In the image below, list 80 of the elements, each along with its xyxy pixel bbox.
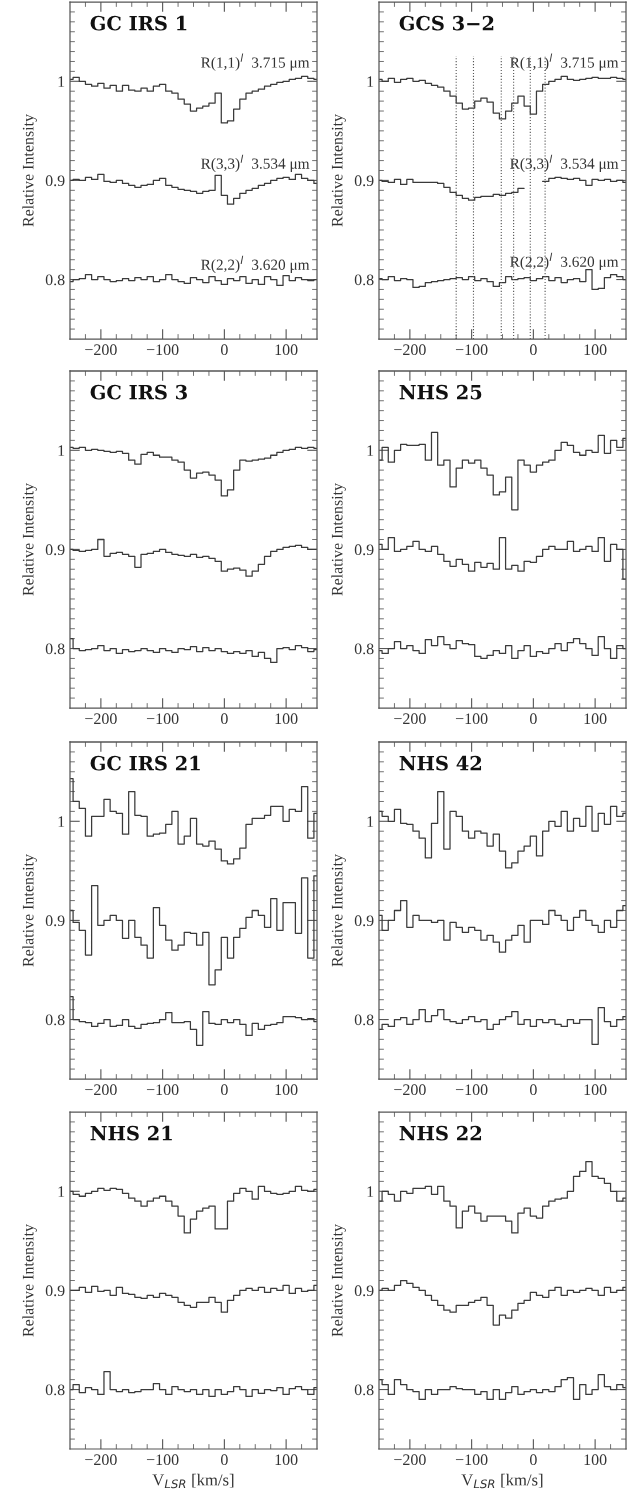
y-tick-label: 1 [367, 76, 374, 87]
series-label: R(1,1)$^{l}$ 3.715 μm [510, 53, 619, 71]
text: NHS 25 [399, 384, 482, 400]
y-tick-label: 0.8 [354, 643, 374, 655]
x-tick-label: 100 [275, 1454, 298, 1466]
y-axis-title: Relative Intensity [22, 1224, 37, 1337]
x-tick-label: 0 [220, 1454, 228, 1466]
y-tick-label: 0.8 [354, 1014, 374, 1026]
x-tick-label: −100 [455, 1084, 488, 1096]
y-axis-title: Relative Intensity [331, 114, 346, 227]
x-tick-label: 100 [584, 1084, 607, 1096]
text: GC IRS 3 [90, 384, 187, 400]
x-tick-label: 100 [275, 713, 298, 725]
text: NHS 21 [90, 1125, 172, 1141]
x-tick-label: −200 [394, 1084, 426, 1096]
x-tick-label: −200 [85, 1454, 117, 1466]
x-axis-title: V$_{LSR}$ [km/s] [461, 1473, 543, 1489]
x-tick-label: −100 [146, 344, 179, 356]
y-tick-label: 1 [58, 445, 65, 456]
series-label: R(2,2)$^{l}$ 3.620 μm [510, 252, 619, 271]
y-axis-title: Relative Intensity [331, 854, 346, 967]
x-tick-label: 0 [220, 1084, 228, 1096]
y-tick-label: 0.9 [354, 175, 374, 187]
x-tick-label: 100 [275, 344, 298, 356]
x-tick-label: −100 [455, 344, 488, 356]
y-axis-title: Relative Intensity [22, 114, 37, 227]
y-tick-label: 0.8 [45, 274, 65, 286]
x-tick-label: 0 [529, 1454, 537, 1466]
y-tick-label: 0.9 [45, 915, 65, 927]
y-axis-title: Relative Intensity [331, 483, 346, 596]
y-tick-label: 0.8 [45, 1014, 65, 1026]
x-tick-label: −200 [85, 344, 117, 356]
x-tick-label: −100 [146, 1084, 179, 1096]
x-tick-label: −100 [455, 713, 488, 725]
x-tick-label: −100 [146, 1454, 179, 1466]
x-tick-label: 100 [584, 1454, 607, 1466]
text: NHS 22 [399, 1125, 482, 1141]
x-tick-label: −100 [455, 1454, 488, 1466]
y-tick-label: 1 [367, 445, 374, 456]
y-axis-title: Relative Intensity [22, 483, 37, 596]
y-tick-label: 0.9 [45, 544, 65, 556]
text: GCS 3−2 [399, 15, 494, 31]
x-tick-label: 0 [220, 344, 228, 356]
x-tick-label: 100 [584, 344, 607, 356]
x-tick-label: −200 [85, 713, 117, 725]
x-tick-label: 0 [529, 1084, 537, 1096]
y-tick-label: 1 [58, 816, 65, 827]
x-axis-title: V$_{LSR}$ [km/s] [152, 1473, 234, 1489]
y-tick-label: 1 [58, 76, 65, 87]
x-tick-label: −200 [85, 1084, 117, 1096]
x-tick-label: 100 [275, 1084, 298, 1096]
y-tick-label: 1 [367, 816, 374, 827]
y-tick-label: 0.8 [354, 274, 374, 286]
series-label: R(1,1)$^{l}$ 3.715 μm [201, 53, 310, 71]
y-tick-label: 1 [367, 1186, 374, 1197]
series-label: R(3,3)$^{l}$ 3.534 μm [201, 154, 310, 172]
x-tick-label: 0 [220, 713, 228, 725]
series-label: R(3,3)$^{l}$ 3.534 μm [510, 154, 619, 172]
y-tick-label: 0.8 [45, 1384, 65, 1396]
y-tick-label: 0.9 [45, 1285, 65, 1297]
y-tick-label: 0.9 [354, 544, 374, 556]
x-tick-label: −200 [394, 344, 426, 356]
y-axis-title: Relative Intensity [22, 854, 37, 967]
text: NHS 42 [399, 755, 482, 771]
text: GC IRS 21 [90, 755, 200, 771]
x-tick-label: 0 [529, 713, 537, 725]
y-tick-label: 0.9 [45, 175, 65, 187]
x-tick-label: −200 [394, 713, 426, 725]
y-tick-label: 1 [58, 1186, 65, 1197]
y-axis-title: Relative Intensity [331, 1224, 346, 1337]
series-label: R(2,2)$^{l}$ 3.620 μm [201, 255, 310, 273]
x-tick-label: 0 [529, 344, 537, 356]
y-tick-label: 0.8 [45, 643, 65, 655]
x-tick-label: 100 [584, 713, 607, 725]
x-tick-label: −200 [394, 1454, 426, 1466]
x-tick-label: −100 [146, 713, 179, 725]
y-tick-label: 0.8 [354, 1384, 374, 1396]
text: GC IRS 1 [90, 15, 187, 31]
y-tick-label: 0.9 [354, 1285, 374, 1297]
y-tick-label: 0.9 [354, 915, 374, 927]
